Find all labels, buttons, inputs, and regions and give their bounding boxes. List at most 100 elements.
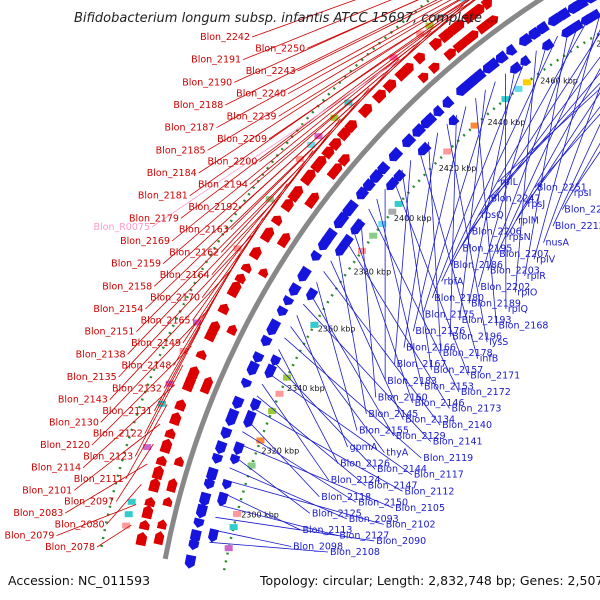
leader-line [151, 62, 396, 228]
gene-label: Blon_2243 [246, 66, 296, 77]
cog-block [158, 400, 166, 407]
forward-gene-arrow [438, 28, 454, 44]
gene-label: Blon_2102 [386, 519, 436, 530]
gene-label: Blon_2175 [425, 310, 475, 321]
reverse-gene-arrow [288, 282, 302, 296]
leader-line [145, 134, 327, 310]
leader-line [220, 58, 400, 253]
gene-label: Blon_2144 [377, 464, 427, 475]
forward-gene-arrow [321, 146, 335, 160]
gene-label: Blon_2187 [164, 123, 214, 134]
leader-line [403, 132, 439, 348]
gene-label: thyA [386, 448, 408, 459]
forward-gene-arrow [310, 156, 327, 174]
gene-label: rplQ [508, 304, 528, 315]
cog-block [224, 545, 233, 552]
cog-block [256, 437, 265, 444]
reverse-gene-arrow [483, 57, 500, 74]
gene-label: Blon_2200 [207, 157, 257, 168]
kbp-tick-label: 2340 kbp [287, 384, 325, 393]
gene-label: Blon_2132 [112, 383, 162, 394]
reverse-gene-arrow [520, 55, 532, 66]
leader-line [278, 0, 470, 117]
gene-features [122, 0, 600, 569]
gene-label: Blon_2154 [93, 304, 143, 315]
cog-block [307, 141, 316, 148]
leader-line [212, 529, 292, 547]
gene-label: Blon_2181 [138, 191, 188, 202]
leader-line [459, 89, 486, 321]
reverse-gene-arrow [570, 19, 584, 32]
reverse-gene-arrow [260, 334, 273, 347]
reverse-gene-arrow [585, 0, 598, 4]
gene-label: Blon_2131 [102, 406, 152, 417]
cog-block [378, 221, 387, 227]
reverse-gene-arrow [188, 539, 200, 551]
leader-line [422, 81, 496, 315]
gene-label: Blon_2242 [200, 32, 250, 43]
forward-gene-arrow [234, 273, 246, 285]
forward-gene-arrow [226, 324, 238, 336]
leader-line [504, 73, 507, 310]
cog-block [358, 247, 366, 254]
cog-block [514, 85, 523, 92]
leader-line [91, 345, 192, 446]
kbp-tick-label: 2320 kbp [262, 446, 300, 455]
cog-block [369, 232, 378, 239]
reverse-gene-arrow [232, 395, 245, 409]
gene-label: Blon_2108 [330, 547, 380, 558]
gene-label: Blon_2150 [358, 497, 408, 508]
kbp-tick-label: 2480 kbp [596, 39, 600, 48]
leader-line [524, 29, 569, 276]
cog-block [459, 0, 468, 2]
leader-line [259, 0, 476, 162]
leader-line [478, 72, 600, 216]
leader-line [233, 455, 311, 514]
gene-label: Blon_2098 [293, 542, 343, 553]
cog-block [233, 245, 242, 252]
leader-line [73, 423, 161, 491]
forward-gene-arrow [413, 52, 425, 65]
gene-label: Blon_2141 [433, 437, 483, 448]
leader-line [246, 419, 320, 498]
cog-block [233, 510, 241, 517]
gene-label: Blon_2083 [13, 508, 63, 519]
reverse-gene-arrow [536, 20, 550, 35]
forward-gene-arrow [382, 79, 397, 94]
cog-block [275, 390, 284, 397]
gene-label: Blon_2209 [217, 134, 267, 145]
leader-line [345, 239, 450, 409]
leader-line [211, 87, 370, 276]
reverse-gene-arrow [220, 426, 233, 439]
leader-line [401, 169, 432, 370]
gene-label: Blon_2105 [395, 503, 445, 514]
reverse-gene-arrow [203, 478, 215, 490]
leader-line [446, 123, 488, 343]
leader-line [393, 179, 469, 376]
gene-label: Blon_2184 [147, 168, 197, 179]
forward-gene-arrow [135, 532, 148, 547]
gene-label: nusA [546, 238, 570, 249]
forward-gene-arrow [447, 19, 465, 36]
forward-gene-arrow [276, 233, 291, 249]
reverse-gene-arrow [572, 0, 589, 12]
leader-line [163, 253, 241, 389]
gene-label: Blon_2119 [423, 453, 473, 464]
gene-label: Blon_2163 [179, 225, 229, 236]
reverse-gene-arrow [233, 441, 245, 455]
reverse-gene-arrow [225, 408, 240, 426]
cog-block [344, 99, 353, 106]
cog-block [295, 155, 304, 162]
leader-line [209, 541, 329, 553]
reverse-gene-arrow [342, 199, 359, 217]
forward-gene-arrow [417, 72, 429, 84]
gene-label: rplV [536, 254, 556, 265]
gene-label: Blon_2189 [471, 299, 521, 310]
forward-gene-arrow [195, 350, 207, 361]
leader-line [230, 30, 432, 230]
leader-line [198, 0, 467, 174]
gene-label: Blon_2241 [564, 205, 600, 216]
kbp-tick-label: 2440 kbp [488, 118, 526, 127]
leader-line [296, 315, 348, 448]
forward-gene-arrow [138, 520, 150, 531]
